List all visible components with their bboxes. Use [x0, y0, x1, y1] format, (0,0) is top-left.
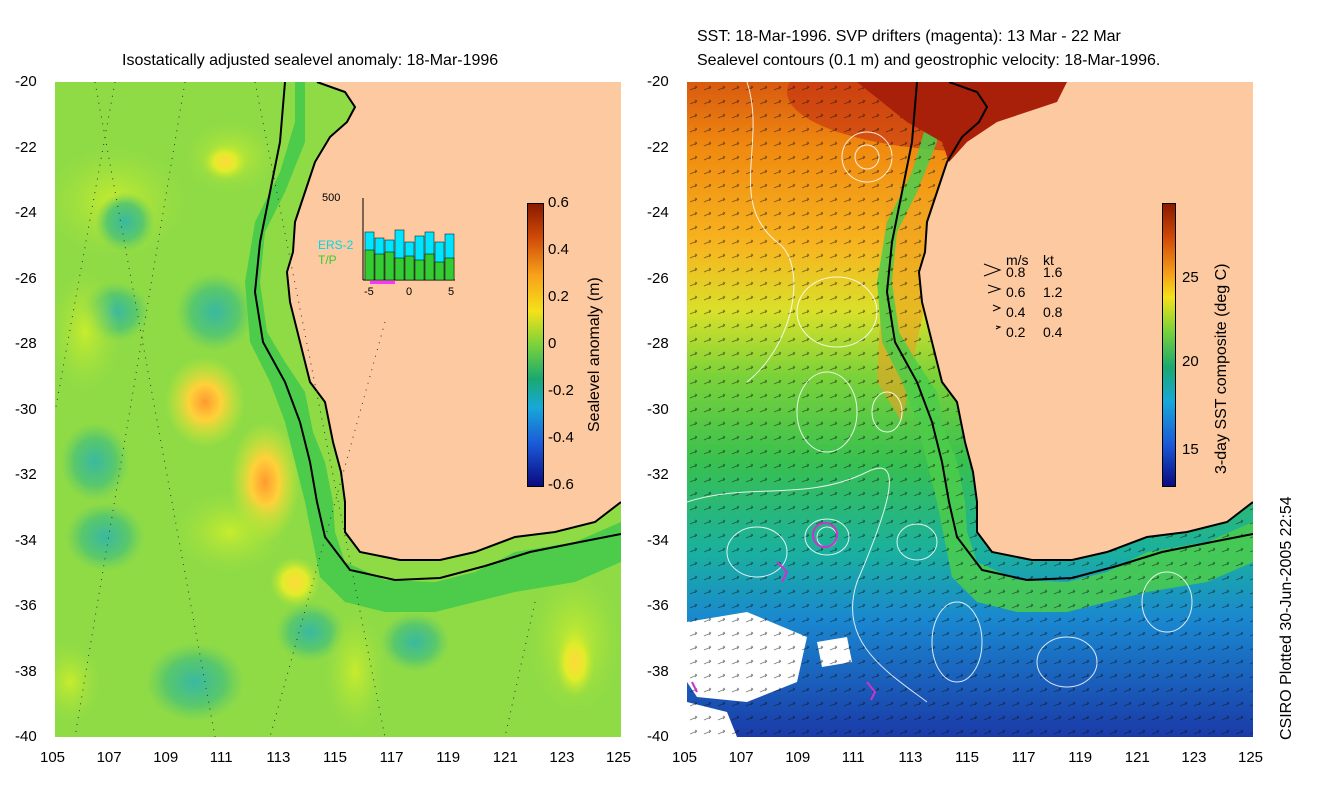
- right-map-title-line2: Sealevel contours (0.1 m) and geostrophi…: [697, 52, 1161, 69]
- left-y-tick: -36: [15, 597, 37, 614]
- inset-legend-ers2: ERS-2: [318, 238, 354, 252]
- velocity-legend-ms-value: 0.8: [1006, 264, 1026, 280]
- right-y-tick: -32: [647, 466, 669, 483]
- right-x-tick: 109: [785, 749, 811, 766]
- inset-bar-tp: [394, 257, 405, 281]
- left-x-tick: 115: [323, 749, 347, 766]
- left-x-tick: 117: [379, 749, 404, 766]
- sealevel-colorbar-tick: -0.2: [548, 382, 574, 399]
- velocity-legend-kt-value: 0.4: [1043, 324, 1063, 340]
- velocity-legend-kt-value: 0.8: [1043, 304, 1063, 320]
- inset-bar-tp: [444, 257, 455, 281]
- sealevel-anomaly-plot: [55, 82, 621, 737]
- sealevel-colorbar-tick: 0.4: [548, 241, 569, 258]
- right-y-tick: -20: [647, 73, 669, 90]
- velocity-legend-kt-value: 1.6: [1043, 264, 1063, 280]
- right-x-tick: 115: [955, 749, 979, 766]
- sealevel-colorbar-tick: -0.4: [548, 429, 574, 446]
- right-x-tick: 113: [898, 749, 923, 766]
- sst-plot: [687, 82, 1253, 737]
- velocity-legend-arrows: [983, 263, 1002, 330]
- right-y-tick: -34: [647, 531, 669, 549]
- inset-bar-tp: [404, 255, 415, 281]
- right-y-tick: -24: [647, 204, 669, 221]
- sst-colorbar-label: 3-day SST composite (deg C): [1213, 263, 1230, 474]
- sealevel-colorbar-tick: -0.6: [548, 476, 574, 493]
- velocity-legend-kt-value: 1.2: [1043, 284, 1063, 300]
- inset-bar-tp: [384, 251, 395, 281]
- left-y-tick: -40: [15, 728, 37, 745]
- inset-xtick-5: 5: [448, 286, 455, 298]
- right-x-tick: 119: [1068, 749, 1093, 766]
- inset-histogram: [362, 198, 455, 284]
- left-y-tick: -22: [15, 138, 37, 156]
- right-x-tick: 105: [672, 749, 698, 766]
- sealevel-colorbar-tick: 0.2: [548, 288, 569, 305]
- velocity-legend-ms-value: 0.2: [1006, 324, 1026, 340]
- inset-xtick-0: 0: [406, 286, 413, 298]
- inset-bar-tp: [424, 253, 435, 281]
- left-x-tick: 107: [96, 749, 122, 766]
- right-y-tick: -40: [647, 728, 669, 745]
- right-y-tick: -22: [647, 138, 669, 156]
- right-x-tick: 123: [1181, 749, 1207, 766]
- left-x-tick: 111: [209, 749, 233, 766]
- left-y-tick: -32: [15, 466, 37, 483]
- sst-colorbar-tick: 15: [1182, 441, 1199, 458]
- left-y-tick: -38: [15, 662, 37, 680]
- left-y-tick: -30: [15, 400, 37, 418]
- sealevel-colorbar: [527, 203, 544, 487]
- velocity-legend: m/s kt 0.8 1.6 0.6 1.2 0.4 0.8 0.2 0.4: [980, 252, 1090, 352]
- right-map-title-line1: SST: 18-Mar-1996. SVP drifters (magenta)…: [697, 28, 1121, 45]
- left-map-title: Isostatically adjusted sealevel anomaly:…: [122, 52, 499, 69]
- left-y-tick: -28: [15, 335, 37, 352]
- plot-credit: CSIRO Plotted 30-Jun-2005 22:54: [1278, 496, 1295, 740]
- right-y-tick: -28: [647, 335, 669, 352]
- right-y-tick: -30: [647, 400, 669, 418]
- sealevel-anomaly-map: [55, 82, 621, 737]
- right-x-tick: 125: [1238, 749, 1264, 766]
- velocity-legend-ms-value: 0.6: [1006, 284, 1026, 300]
- right-y-tick: -36: [647, 597, 669, 614]
- right-y-tick: -38: [647, 662, 669, 680]
- left-x-tick: 109: [153, 749, 179, 766]
- sst-map: [687, 82, 1253, 737]
- inset-bar-tp: [434, 261, 445, 281]
- left-x-tick: 119: [436, 749, 461, 766]
- inset-bar-tp: [414, 259, 425, 281]
- left-y-tick: -34: [15, 531, 37, 549]
- left-x-tick: 125: [606, 749, 632, 766]
- left-y-tick: -24: [15, 204, 37, 221]
- inset-bar-tp: [374, 253, 385, 281]
- inset-ymax-label: 500: [322, 192, 341, 204]
- left-x-tick: 113: [266, 749, 291, 766]
- left-y-tick: -26: [15, 269, 37, 287]
- sst-colorbar: [1162, 203, 1176, 487]
- right-x-tick: 117: [1011, 749, 1036, 766]
- left-y-tick: -20: [15, 73, 37, 90]
- right-x-tick: 107: [728, 749, 754, 766]
- inset-bar-tp: [364, 249, 375, 281]
- right-x-tick: 111: [841, 749, 865, 766]
- velocity-legend-ms-value: 0.4: [1006, 304, 1026, 320]
- satellite-count-inset: 500 ERS-2 T/P -5 0 5: [310, 190, 460, 300]
- inset-xtick-neg5: -5: [364, 286, 374, 298]
- velocity-legend-header-kt: kt: [1043, 252, 1054, 268]
- inset-legend-tp: T/P: [318, 253, 337, 267]
- right-x-tick: 121: [1124, 749, 1150, 766]
- left-x-tick: 123: [549, 749, 575, 766]
- sst-colorbar-tick: 25: [1182, 269, 1199, 286]
- left-x-tick: 121: [492, 749, 518, 766]
- sealevel-colorbar-tick: 0: [548, 335, 557, 352]
- right-y-tick: -26: [647, 269, 669, 287]
- sealevel-colorbar-tick: 0.6: [548, 194, 569, 211]
- sst-colorbar-tick: 20: [1182, 353, 1199, 370]
- velocity-legend-header-ms: m/s: [1006, 252, 1029, 268]
- left-x-tick: 105: [40, 749, 66, 766]
- sealevel-colorbar-label: Sealevel anomaly (m): [586, 277, 603, 432]
